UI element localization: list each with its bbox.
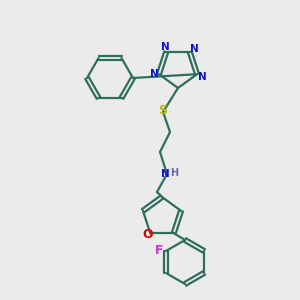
Text: N: N — [198, 72, 206, 82]
Text: N: N — [161, 42, 170, 52]
Text: H: H — [170, 168, 178, 178]
Text: N: N — [190, 44, 199, 54]
Text: S: S — [158, 104, 167, 118]
Text: F: F — [155, 244, 163, 256]
Text: O: O — [142, 228, 153, 241]
Text: N: N — [150, 69, 158, 79]
Text: N: N — [160, 169, 169, 179]
